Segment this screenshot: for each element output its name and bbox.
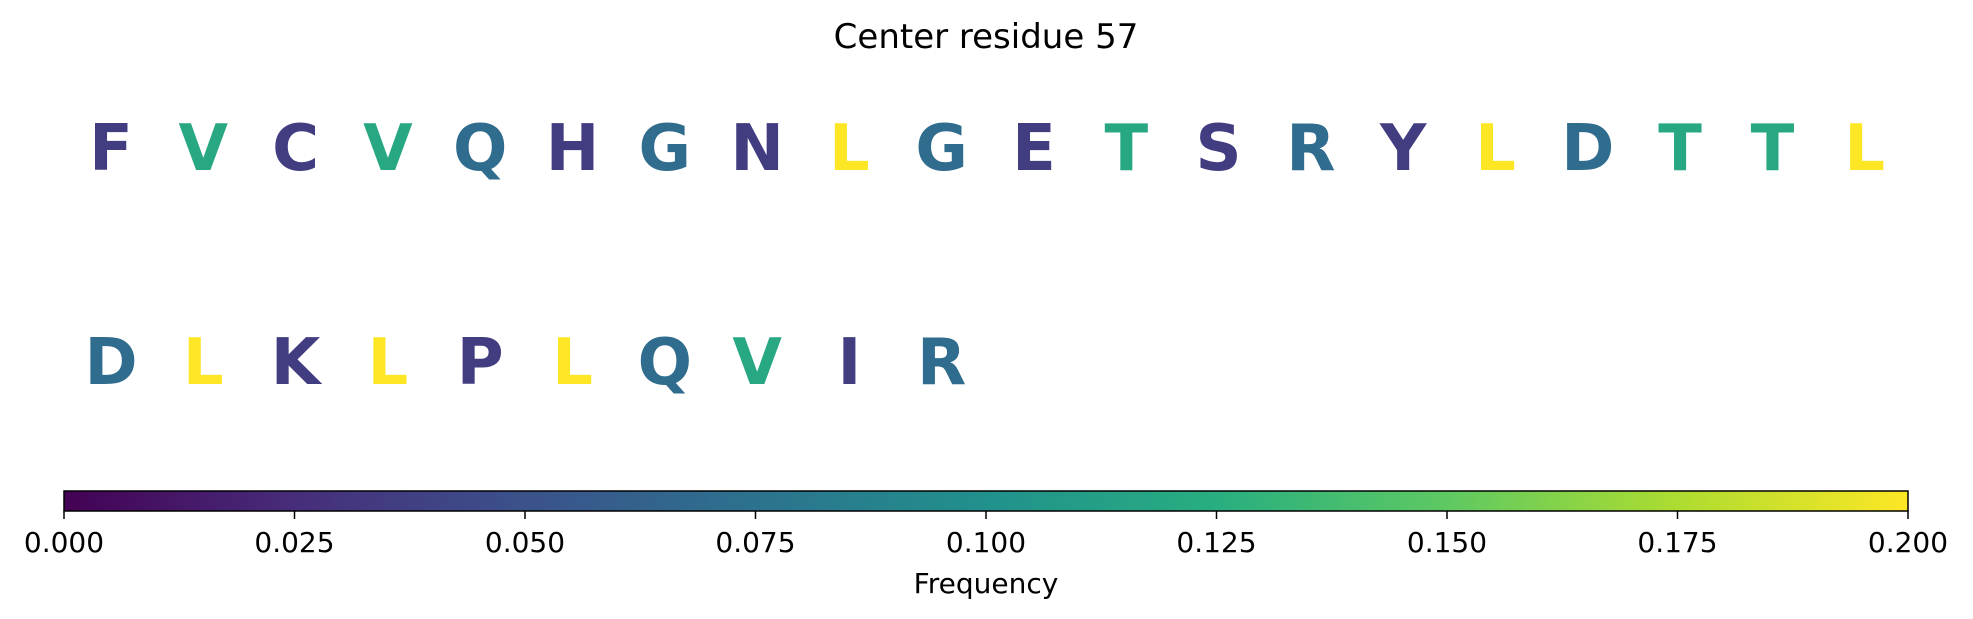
colorbar-label: Frequency [914, 567, 1059, 600]
residue-9: L [829, 112, 870, 186]
residue-25: P [457, 326, 504, 400]
residue-24: L [368, 326, 409, 400]
colorbar-tick-label: 0.200 [1868, 526, 1948, 559]
colorbar-tick-label: 0.150 [1407, 526, 1487, 559]
chart-title: Center residue 57 [834, 17, 1139, 57]
residue-16: L [1475, 112, 1516, 186]
residue-20: L [1844, 112, 1885, 186]
residue-11: E [1012, 112, 1056, 186]
colorbar-tick-label: 0.125 [1176, 526, 1256, 559]
colorbar-tick-label: 0.100 [946, 526, 1026, 559]
colorbar-ticks: 0.000 0.025 0.050 0.075 0.100 0.125 0.150 0.175… [24, 511, 1948, 559]
residue-3: C [272, 112, 319, 186]
residue-21: D [84, 326, 137, 400]
residue-15: Y [1379, 112, 1427, 186]
residue-12: T [1104, 112, 1148, 186]
residue-18: T [1658, 112, 1702, 186]
residue-8: N [730, 112, 784, 186]
residue-2: V [179, 112, 229, 186]
residue-14: R [1286, 112, 1335, 186]
colorbar-gradient [63, 490, 1909, 512]
residue-23: K [271, 326, 323, 400]
residue-5: Q [453, 112, 507, 186]
residue-4: V [363, 112, 413, 186]
residue-10: G [915, 112, 968, 186]
residue-22: L [183, 326, 224, 400]
residue-letters: F V C V Q H G N L G E T S R Y L D T T LD L K L P L Q V I R [84, 112, 1885, 400]
residue-28: V [732, 326, 782, 400]
residue-27: Q [638, 326, 692, 400]
residue-13: S [1196, 112, 1242, 186]
residue-30: R [917, 326, 966, 400]
colorbar-tick-label: 0.175 [1637, 526, 1717, 559]
colorbar-tick-label: 0.050 [485, 526, 565, 559]
residue-26: L [552, 326, 593, 400]
colorbar-tick-label: 0.000 [24, 526, 104, 559]
residue-7: G [639, 112, 692, 186]
residue-6: H [546, 112, 600, 186]
residue-1: F [89, 112, 133, 186]
colorbar-tick-label: 0.025 [254, 526, 334, 559]
residue-29: I [837, 326, 861, 400]
residue-19: T [1751, 112, 1795, 186]
residue-17: D [1561, 112, 1614, 186]
colorbar: 0.000 0.025 0.050 0.075 0.100 0.125 0.150 0.175… [24, 490, 1948, 600]
colorbar-tick-label: 0.075 [715, 526, 795, 559]
